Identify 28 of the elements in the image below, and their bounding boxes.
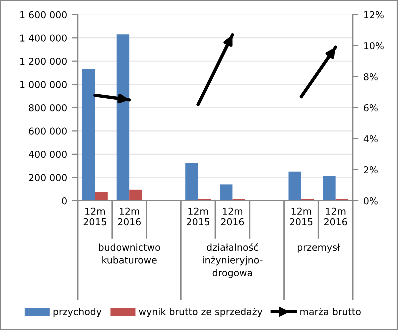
- y-tick-label: 1 000 000: [20, 81, 67, 88]
- y-tick-label: 400 000: [29, 151, 67, 158]
- y-tick-label: 1 600 000: [20, 11, 67, 19]
- y-tick-label: 1 400 000: [20, 34, 67, 42]
- y-tick-label: 0: [62, 198, 67, 205]
- x-tick-label: 12m 2015: [290, 208, 313, 226]
- y-tick-label: 600 000: [29, 128, 67, 135]
- x-tick-label: 12m 2016: [118, 208, 141, 226]
- x-tick-label: 12m 2016: [221, 208, 244, 226]
- y2-tick-label: 4%: [364, 136, 378, 143]
- text: działalność inżynieryjno- drogowa: [203, 243, 263, 278]
- text: przemysł: [298, 244, 340, 253]
- y2-tick-label: 2%: [364, 166, 378, 174]
- x-tick-label: 12m 2015: [84, 208, 106, 226]
- text: budownictwo kubaturowe: [99, 244, 160, 264]
- legend-label: marża brutto: [300, 308, 361, 316]
- y2-tick-label: 6%: [364, 104, 378, 112]
- y-tick-label: 200 000: [29, 174, 67, 182]
- y2-tick-label: 8%: [364, 73, 378, 81]
- y2-tick-label: 10%: [364, 42, 384, 50]
- y2-tick-label: 12%: [364, 11, 384, 19]
- y2-tick-label: 0%: [364, 198, 378, 205]
- y-tick-label: 1 200 000: [20, 58, 67, 66]
- y-tick-label: 800 000: [29, 104, 67, 112]
- x-tick-label: 12m 2015: [187, 208, 210, 226]
- legend-label: wynik brutto ze sprzedaży: [139, 308, 263, 318]
- legend-label: przychody: [54, 308, 102, 318]
- x-tick-label: 12m 2016: [324, 208, 348, 226]
